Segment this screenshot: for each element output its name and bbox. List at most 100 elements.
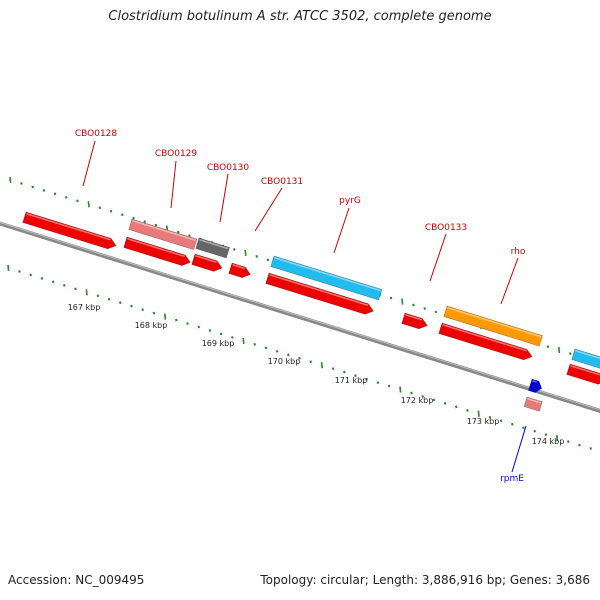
inner-tick-major: [556, 435, 559, 442]
scale-label-174kbp: 174 kbp: [532, 437, 565, 446]
gene-label-cbo0130: CBO0130: [207, 163, 250, 173]
inner-tick-minor: [175, 318, 178, 322]
gene-cbo0131-shape: [228, 262, 251, 278]
gene-cbo0133: [401, 312, 428, 330]
inner-tick-minor: [488, 415, 492, 419]
gene-edge-red-shape: [566, 363, 600, 385]
outer-tick-minor: [389, 296, 393, 300]
gene-pyrg-lower-highlight: [269, 274, 369, 306]
outer-tick-minor: [188, 234, 191, 237]
outer-tick-major: [87, 201, 90, 208]
gene-rpme-shape: [523, 396, 543, 412]
gene-cbo0133-shape: [401, 312, 428, 330]
label-leaders: [82, 140, 527, 473]
leader-line-pyrg: [333, 207, 350, 254]
gene-rho-lower-highlight: [442, 324, 527, 352]
inner-tick-minor: [387, 384, 391, 388]
inner-tick-minor: [298, 356, 301, 360]
scale-label-173kbp: 173 kbp: [467, 417, 500, 426]
gene-label-cbo0128: CBO0128: [75, 129, 118, 139]
outer-tick-minor: [65, 195, 68, 199]
inner-tick-minor: [51, 280, 55, 284]
accession-text: Accession: NC_009495: [8, 573, 145, 587]
gene-rho-shape: [443, 305, 543, 347]
gene-cbo0129-lower-shape: [123, 236, 191, 266]
gene-edge-red: [566, 363, 600, 385]
inner-tick-minor: [309, 360, 312, 364]
inner-tick-minor: [219, 332, 223, 336]
outer-tick-minor: [143, 220, 146, 224]
gene-rho-lower-shape: [438, 322, 533, 361]
outer-tick-minor: [412, 303, 415, 307]
inner-tick-major: [164, 313, 167, 320]
inner-tick-minor: [287, 353, 290, 357]
inner-tick-minor: [567, 440, 570, 443]
outer-tick-minor: [154, 223, 158, 227]
gene-edge-cyan-shape: [571, 348, 600, 372]
scale-label-168kbp: 168 kbp: [135, 321, 168, 330]
outer-tick-minor: [177, 230, 180, 234]
inner-tick-minor: [354, 374, 357, 377]
outer-tick-minor: [569, 352, 572, 355]
gene-cbo0130-highlight: [199, 239, 229, 250]
gene-cbo0128-highlight: [26, 213, 111, 241]
leader-line-rpme: [511, 425, 527, 473]
inner-tick-minor: [589, 447, 592, 450]
gene-label-cbo0129: CBO0129: [155, 149, 198, 159]
inner-tick-minor: [544, 433, 548, 437]
gene-cbo0131: [228, 262, 251, 278]
scale-label-169kbp: 169 kbp: [202, 339, 235, 348]
gene-label-rho: rho: [511, 247, 526, 257]
inner-tick-minor: [533, 429, 536, 433]
gene-edge-red-highlight: [570, 365, 600, 376]
scale-label-171kbp: 171 kbp: [335, 376, 368, 385]
gene-rho-lower: [438, 322, 533, 361]
inner-tick-minor: [410, 391, 413, 395]
inner-tick-minor: [578, 443, 581, 447]
inner-tick-minor: [130, 304, 133, 308]
gene-label-cbo0131: CBO0131: [261, 177, 303, 187]
topology-text: Topology: circular; Length: 3,886,916 bp…: [260, 573, 590, 587]
inner-tick-minor: [40, 277, 44, 280]
inner-tick-minor: [331, 367, 335, 371]
inner-tick-ring: [7, 264, 592, 450]
gene-cbo0131-highlight: [232, 264, 246, 270]
backbone-line: [0, 221, 600, 413]
inner-tick-minor: [96, 294, 100, 298]
leader-line-cbo0133: [429, 233, 447, 282]
leader-line-cbo0131: [254, 187, 283, 232]
gene-pyrg-shape: [270, 255, 383, 301]
gene-features: [22, 211, 600, 412]
inner-tick-minor: [208, 329, 212, 332]
inner-tick-major: [399, 386, 402, 393]
gene-cbo0130: [195, 237, 230, 259]
gene-label-cbo0133: CBO0133: [425, 223, 467, 233]
gene-cbo0133-highlight: [405, 314, 422, 321]
outer-tick-major: [244, 249, 247, 256]
inner-tick-minor: [376, 381, 380, 384]
gene-labels: CBO0128 CBO0129 CBO0130 CBO0131 pyrG CBO0133 r…: [75, 129, 526, 484]
gene-rpme-blue: [528, 378, 543, 393]
outer-tick-minor: [20, 182, 23, 185]
outer-tick-minor: [132, 216, 135, 220]
gene-rho-highlight: [447, 307, 542, 338]
inner-tick-major: [242, 337, 245, 344]
inner-tick-major: [85, 289, 88, 296]
outer-tick-minor: [121, 213, 124, 217]
gene-cbo0130-lower-highlight: [195, 255, 217, 263]
outer-tick-minor: [109, 209, 113, 213]
gene-cbo0130-lower-shape: [191, 253, 223, 272]
inner-tick-minor: [365, 377, 368, 381]
inner-tick-minor: [499, 419, 503, 423]
inner-tick-minor: [264, 346, 268, 350]
genome-title: Clostridium botulinum A str. ATCC 3502, …: [108, 9, 492, 24]
inner-tick-minor: [466, 408, 469, 412]
gene-cbo0130-shape: [195, 237, 230, 259]
inner-tick-minor: [421, 395, 424, 398]
gene-cbo0128: [22, 211, 117, 250]
leader-line-cbo0130: [219, 173, 229, 223]
gene-rpme-highlight: [527, 398, 542, 404]
gene-edge-cyan: [571, 348, 600, 372]
